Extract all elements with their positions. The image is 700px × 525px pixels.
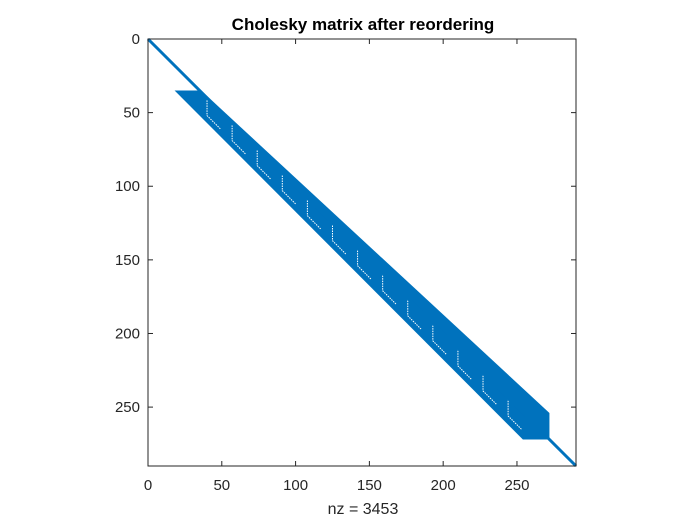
block-boundary-gap (482, 373, 497, 405)
y-tick-label: 200 (115, 325, 140, 342)
block-boundary-gap (407, 298, 422, 330)
y-tick-label: 0 (132, 31, 140, 48)
plot-area (146, 37, 578, 468)
x-tick-label: 50 (213, 477, 230, 494)
y-tick-label: 50 (123, 105, 140, 122)
y-tick-label: 150 (115, 252, 140, 269)
block-boundary-gap (432, 323, 447, 355)
block-boundary-gap (306, 198, 322, 230)
x-axis: 0 50 100 150 200 250 (144, 39, 529, 494)
main-diagonal (146, 37, 578, 468)
block-boundary-gap (256, 147, 271, 180)
band-region (174, 90, 550, 440)
block-gaps (206, 97, 522, 430)
x-tick-label: 100 (283, 477, 308, 494)
axes-frame (147, 38, 577, 467)
x-axis-label: nz = 3453 (328, 501, 399, 518)
x-tick-label: 150 (357, 477, 382, 494)
x-tick-label: 250 (504, 477, 529, 494)
block-boundary-gap (357, 248, 372, 280)
block-boundary-gap (231, 122, 246, 155)
y-tick-label: 250 (115, 399, 140, 416)
y-axis: 0 50 100 150 200 250 (115, 31, 576, 416)
y-tick-label: 100 (115, 178, 140, 195)
block-boundary-gap (382, 273, 397, 305)
x-tick-label: 0 (144, 477, 152, 494)
block-boundary-gap (457, 348, 472, 380)
block-boundary-gap (281, 172, 296, 205)
x-tick-label: 200 (431, 477, 456, 494)
chart-title: Cholesky matrix after reordering (232, 15, 495, 34)
block-boundary-gap (331, 223, 347, 255)
block-boundary-gap (206, 97, 221, 130)
block-boundary-gap (507, 398, 522, 430)
